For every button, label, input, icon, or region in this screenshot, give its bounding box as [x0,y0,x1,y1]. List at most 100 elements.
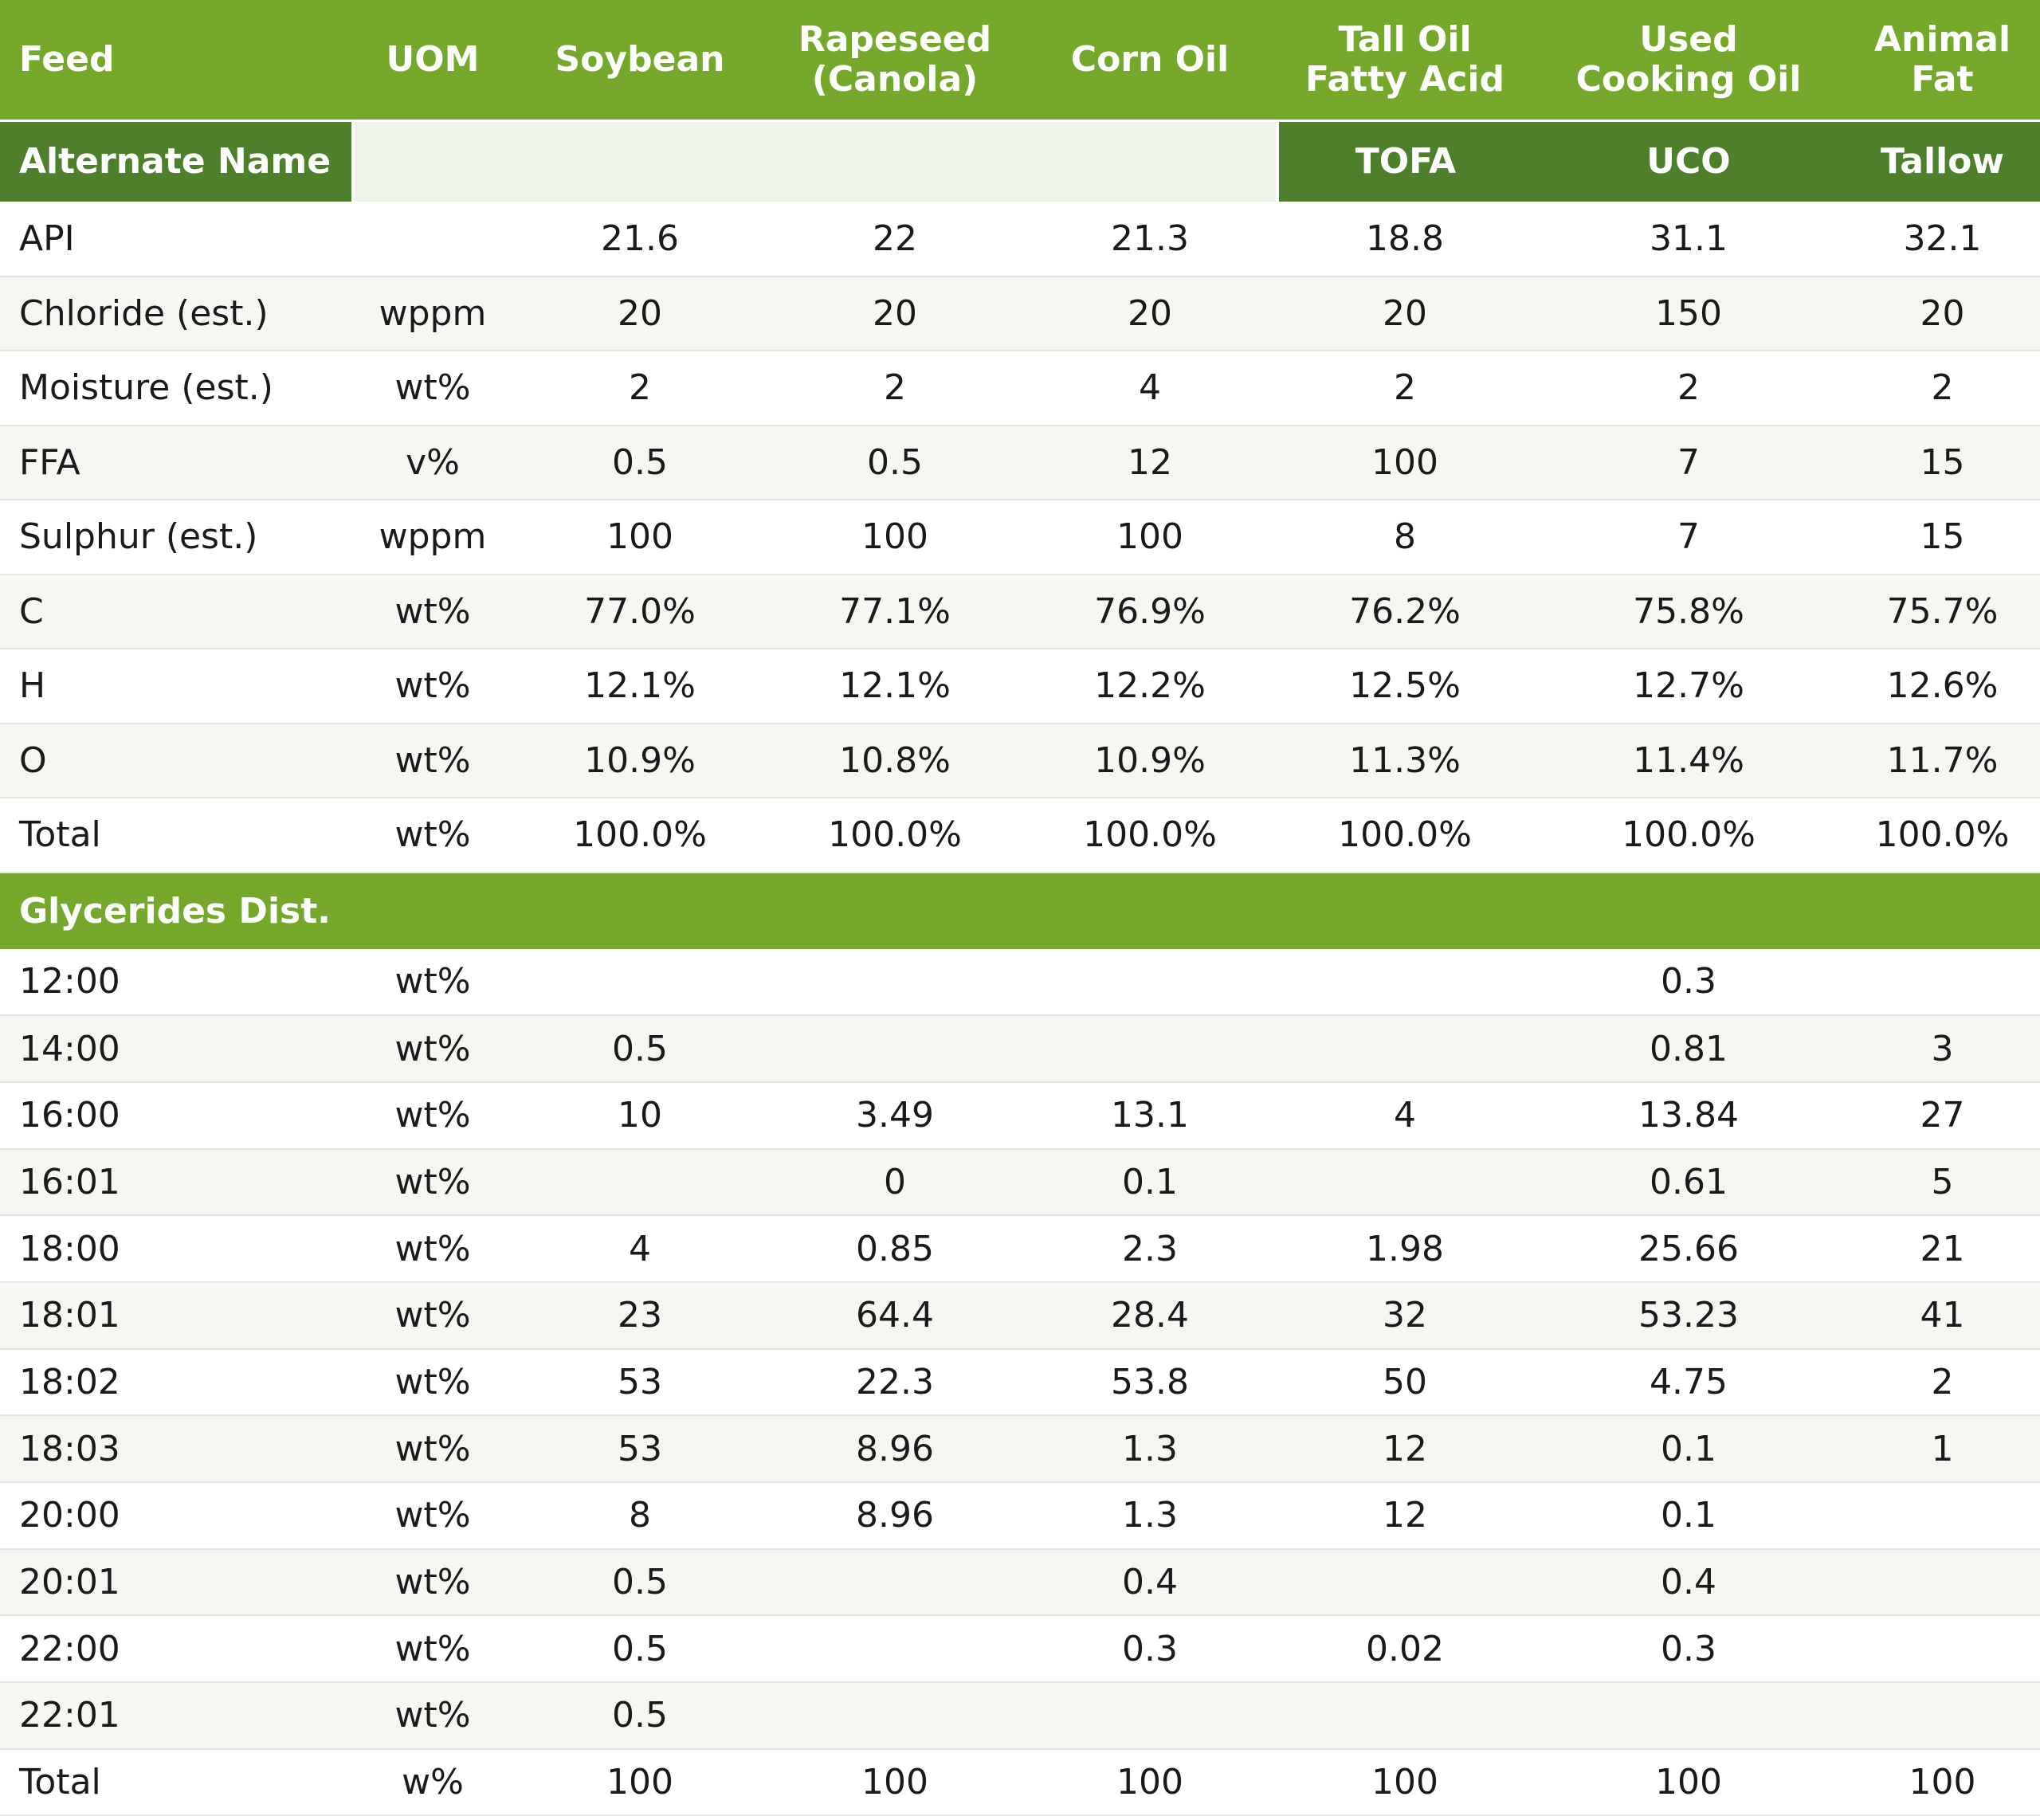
glyceride-row: 18:01 wt% 23 64.4 28.4 32 53.23 41 [0,1281,2040,1350]
property-value: 10.8% [767,723,1022,798]
glyceride-name: 14:00 [0,1015,353,1083]
glyceride-uom: wt% [353,1148,512,1217]
property-value: 2 [767,351,1022,426]
glyceride-row: 20:01 wt% 0.5 0.4 0.4 [0,1548,2040,1617]
glyceride-value: 0.61 [1532,1148,1845,1217]
property-uom: wppm [353,500,512,575]
glyceride-uom: wt% [353,1415,512,1483]
glyceride-value: 0.5 [512,1548,767,1617]
glyceride-value: 100 [1022,1748,1277,1817]
glyceride-value: 1.3 [1022,1482,1277,1550]
glyceride-uom: wt% [353,1015,512,1083]
glyceride-value: 3.49 [767,1081,1022,1150]
glyceride-uom: wt% [353,1548,512,1617]
glyceride-uom: wt% [353,1482,512,1550]
alternate-name-row: Alternate Name TOFA UCO Tallow [0,120,2040,202]
glyceride-value: 2 [1845,1348,2040,1417]
glyceride-value [767,1015,1022,1083]
glyceride-value: 8.96 [767,1415,1022,1483]
alternate-name-value: Tallow [1845,120,2040,202]
glyceride-value [767,948,1022,1017]
property-value: 11.7% [1845,723,2040,798]
glyceride-value: 25.66 [1532,1215,1845,1283]
glyceride-value: 0.4 [1022,1548,1277,1617]
property-value: 12.2% [1022,649,1277,724]
glyceride-value: 0.5 [512,1615,767,1684]
property-name: FFA [0,425,353,500]
glyceride-name: 16:01 [0,1148,353,1217]
glyceride-value: 5 [1845,1148,2040,1217]
glyceride-value: 53 [512,1348,767,1417]
header-feed-column: Used Cooking Oil [1532,0,1845,122]
glyceride-value: 0.1 [1532,1482,1845,1550]
glyceride-value: 0.5 [512,1682,767,1750]
glyceride-value: 0.1 [1022,1148,1277,1217]
header-feed-column: Soybean [512,0,767,122]
glyceride-value [1277,948,1532,1017]
property-value: 32.1 [1845,202,2040,277]
property-uom: wt% [353,351,512,426]
property-value: 12.1% [767,649,1022,724]
property-value: 77.0% [512,574,767,649]
glyceride-value: 100 [767,1748,1022,1817]
glyceride-value [512,948,767,1017]
glyceride-row: 22:00 wt% 0.5 0.3 0.02 0.3 [0,1615,2040,1684]
glyceride-uom: wt% [353,1215,512,1283]
property-value: 100.0% [1277,798,1532,873]
glyceride-value: 64.4 [767,1281,1022,1350]
property-value: 150 [1532,276,1845,351]
glyceride-value: 53.23 [1532,1281,1845,1350]
glyceride-value: 0.3 [1022,1615,1277,1684]
property-value: 100 [512,500,767,575]
glyceride-value: 10 [512,1081,767,1150]
header-row: Feed UOM Soybean Rapeseed (Canola) Corn Oil T… [0,0,2040,122]
property-row: API 21.6 22 21.3 18.8 31.1 32.1 [0,202,2040,277]
glyceride-value [1022,1015,1277,1083]
property-value: 4 [1022,351,1277,426]
glyceride-value [512,1148,767,1217]
property-value: 7 [1532,500,1845,575]
property-value: 100.0% [512,798,767,873]
glyceride-name: 20:01 [0,1548,353,1617]
alternate-name-value: UCO [1532,120,1845,202]
glyceride-value: 0.1 [1532,1415,1845,1483]
glyceride-value: 0.02 [1277,1615,1532,1684]
glyceride-value: 100 [1532,1748,1845,1817]
glyceride-value [1845,1615,2040,1684]
glyceride-value: 53 [512,1415,767,1483]
glyceride-value: 8.96 [767,1482,1022,1550]
glyceride-row: 18:03 wt% 53 8.96 1.3 12 0.1 1 [0,1415,2040,1483]
property-value: 12.1% [512,649,767,724]
glyceride-row: 12:00 wt% 0.3 [0,948,2040,1017]
glyceride-name: 20:00 [0,1482,353,1550]
property-row: Moisture (est.) wt% 2 2 4 2 2 2 [0,351,2040,426]
glyceride-name: 16:00 [0,1081,353,1150]
glyceride-value [1277,1548,1532,1617]
property-value: 11.3% [1277,723,1532,798]
property-value: 75.8% [1532,574,1845,649]
glyceride-name: Total [0,1748,353,1817]
property-value: 21.3 [1022,202,1277,277]
property-name: Total [0,798,353,873]
glyceride-value: 4.75 [1532,1348,1845,1417]
glycerides-section-title: Glycerides Dist. [0,872,2040,949]
alternate-name-label: Alternate Name [0,120,353,202]
property-value: 100.0% [1845,798,2040,873]
glyceride-value: 0.3 [1532,1615,1845,1684]
property-name: API [0,202,353,277]
glyceride-uom: wt% [353,1615,512,1684]
property-value: 20 [1022,276,1277,351]
glyceride-row: 20:00 wt% 8 8.96 1.3 12 0.1 [0,1482,2040,1550]
glyceride-value [1532,1682,1845,1750]
glyceride-value: 0.81 [1532,1015,1845,1083]
glyceride-value: 1.98 [1277,1215,1532,1283]
header-uom: UOM [353,0,512,122]
property-value: 100 [1277,425,1532,500]
glyceride-value: 0 [767,1148,1022,1217]
property-value: 75.7% [1845,574,2040,649]
glyceride-value: 12 [1277,1415,1532,1483]
property-value: 0.5 [512,425,767,500]
glyceride-value: 0.4 [1532,1548,1845,1617]
glyceride-name: 22:00 [0,1615,353,1684]
